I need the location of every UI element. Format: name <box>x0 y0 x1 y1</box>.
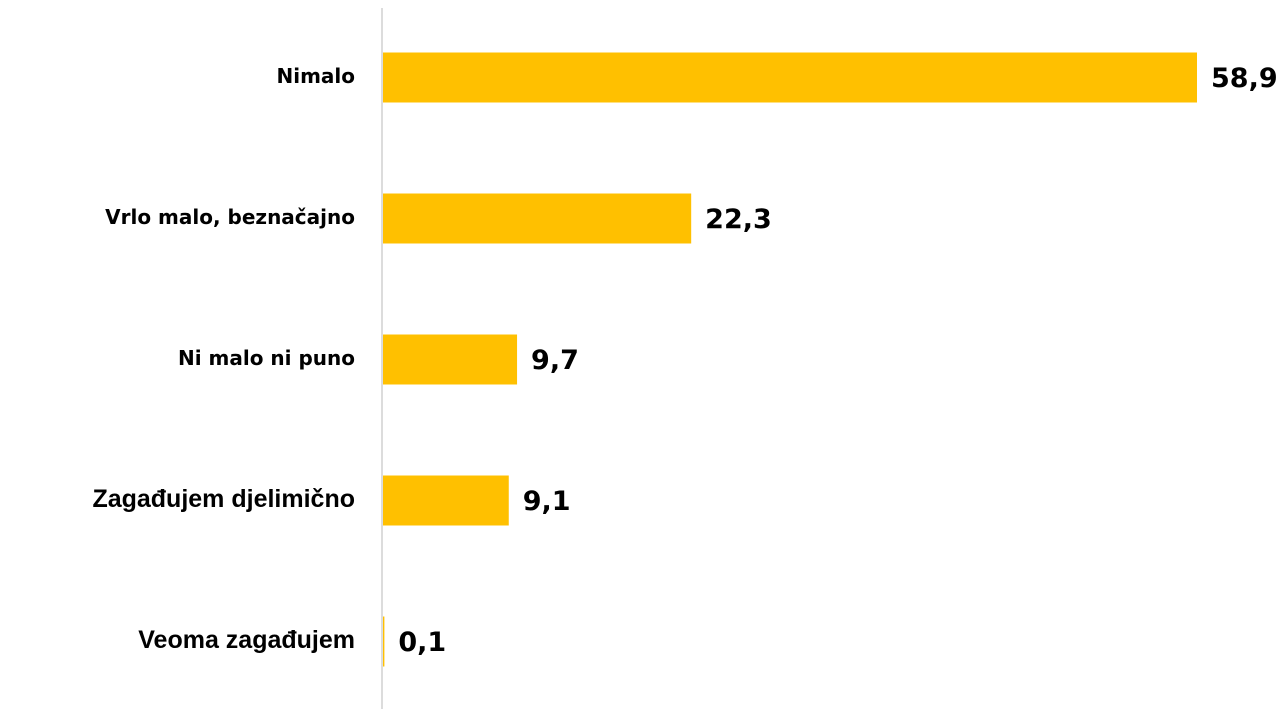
bar <box>383 616 385 667</box>
value-label: 58,9 <box>1211 63 1278 94</box>
value-label: 9,1 <box>523 486 571 517</box>
category-label: Veoma zagađujem <box>138 626 355 654</box>
category-label: Ni malo ni puno <box>178 346 355 370</box>
value-label: 9,7 <box>531 345 579 376</box>
value-label: 22,3 <box>705 204 772 235</box>
bar <box>383 334 518 385</box>
category-label: Nimalo <box>276 64 355 88</box>
bar <box>383 475 509 526</box>
bar <box>383 52 1197 103</box>
category-label: Vrlo malo, beznačajno <box>105 205 355 229</box>
bar <box>383 193 692 244</box>
value-label: 0,1 <box>398 627 446 658</box>
category-label: Zagađujem djelimično <box>92 485 355 513</box>
